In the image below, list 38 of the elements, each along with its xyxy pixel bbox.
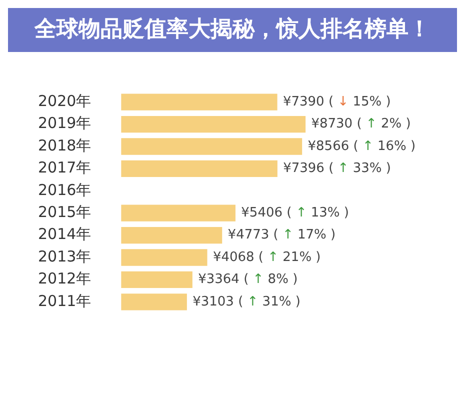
data-label: ¥3364 (198, 272, 240, 288)
annotation: ( ↑ 17% ) (273, 228, 336, 243)
data-label: ¥4068 (212, 250, 254, 265)
text: ( ↓ 15% ) (328, 94, 391, 110)
data-label: ¥4773 (228, 228, 270, 243)
data-label: ¥7390 (282, 94, 324, 110)
data-label: ¥8730 (311, 116, 353, 132)
bar (121, 204, 236, 222)
bar (121, 294, 187, 310)
y-tick-label: 2017年 (38, 158, 92, 177)
bar (121, 271, 192, 288)
data-label: ¥5406 (241, 205, 283, 220)
annotation: ( ↑ 31% ) (238, 294, 300, 310)
bar (121, 160, 278, 178)
text: ( ↑ 16% ) (353, 138, 416, 154)
text: ( ↑ 2% ) (356, 116, 411, 132)
data-label: ¥3103 (192, 294, 234, 310)
text: ( ↑ 33% ) (328, 161, 391, 176)
y-tick-label: 2012年 (38, 270, 92, 288)
data-label: ¥7396 (283, 161, 324, 176)
y-tick-label: 2019年 (38, 114, 92, 132)
annotation: ( ↑ 13% ) (286, 205, 349, 220)
y-tick-label: 2011年 (38, 292, 92, 310)
bar (121, 116, 306, 133)
y-tick-label: 2014年 (38, 225, 92, 244)
bar (121, 249, 208, 266)
bar (121, 226, 222, 244)
y-tick-label: 2013年 (38, 247, 92, 266)
annotation: ( ↑ 8% ) (244, 272, 298, 288)
y-tick-label: 2016年 (38, 180, 92, 199)
bar (121, 94, 278, 110)
y-tick-label: 2020年 (38, 92, 92, 110)
y-tick-label: 2015年 (38, 202, 92, 221)
bar (121, 138, 302, 155)
data-label: ¥8566 (308, 138, 350, 154)
annotation: ( ↑ 21% ) (258, 250, 321, 265)
chart-title: 全球物品贬值率大揭秘，惊人排名榜单！ (8, 8, 457, 52)
y-tick-label: 2018年 (38, 136, 92, 154)
